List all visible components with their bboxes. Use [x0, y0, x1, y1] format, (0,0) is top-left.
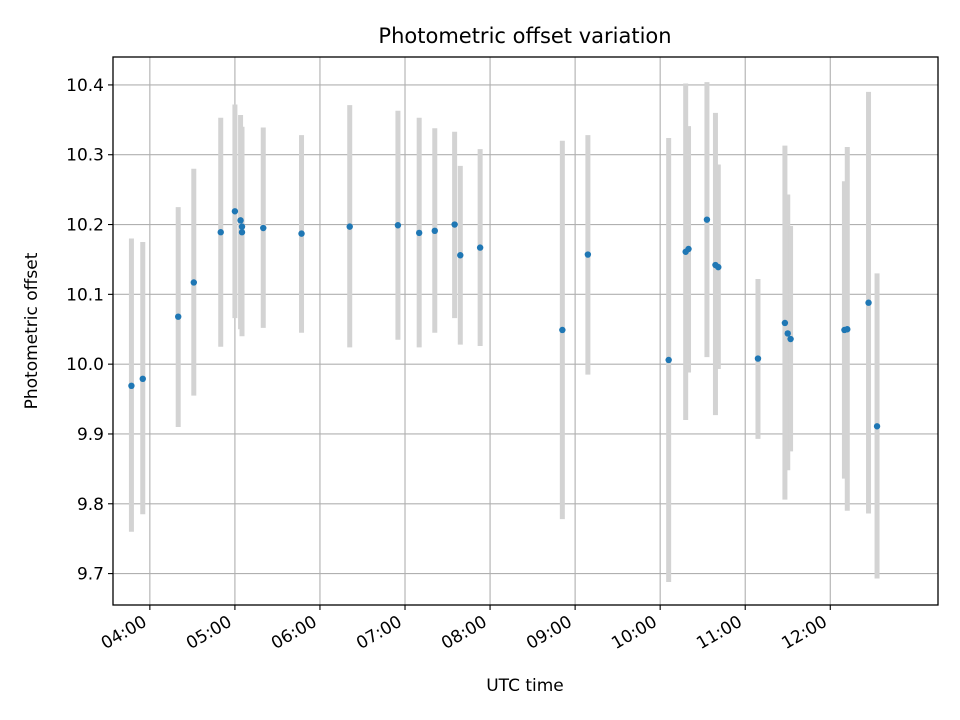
- data-point: [175, 313, 182, 320]
- data-point: [431, 227, 438, 235]
- y-tick-label: 10.2: [66, 216, 104, 236]
- data-point: [781, 319, 789, 327]
- y-tick-label: 10.1: [66, 285, 104, 305]
- data-points: [128, 208, 881, 430]
- data-point: [703, 216, 711, 223]
- y-tick-label: 10.0: [66, 355, 104, 375]
- data-point: [715, 263, 722, 271]
- data-point: [394, 222, 402, 229]
- data-point: [865, 299, 872, 306]
- y-tick-label: 9.8: [77, 495, 104, 515]
- x-axis-label: UTC time: [486, 676, 564, 696]
- data-point: [346, 223, 353, 230]
- data-point: [685, 245, 692, 253]
- y-tick-label: 10.3: [66, 146, 104, 166]
- y-tick-label: 9.9: [77, 425, 104, 445]
- data-point: [128, 382, 135, 389]
- y-tick-label: 10.4: [66, 76, 104, 96]
- data-point: [415, 229, 423, 237]
- y-axis-label: Photometric offset: [22, 252, 42, 409]
- data-point: [237, 217, 244, 224]
- data-point: [451, 221, 458, 228]
- data-point: [559, 326, 566, 334]
- data-point: [457, 252, 464, 259]
- data-point: [873, 423, 881, 430]
- data-point: [190, 279, 197, 286]
- data-point: [584, 251, 592, 258]
- plot-frame: [112, 56, 939, 606]
- data-point: [238, 223, 246, 230]
- data-point: [298, 230, 305, 237]
- data-point: [787, 335, 794, 343]
- data-point: [784, 330, 791, 337]
- data-point: [231, 208, 239, 215]
- data-point: [665, 356, 672, 364]
- grid: [113, 57, 938, 605]
- data-point: [476, 244, 484, 251]
- data-point: [139, 375, 146, 383]
- y-tick-label: 9.7: [77, 565, 104, 585]
- data-point: [217, 229, 224, 236]
- data-point: [238, 229, 246, 236]
- data-point: [844, 326, 851, 333]
- chart-title: Photometric offset variation: [378, 24, 671, 48]
- data-point: [754, 355, 762, 362]
- data-point: [260, 224, 267, 232]
